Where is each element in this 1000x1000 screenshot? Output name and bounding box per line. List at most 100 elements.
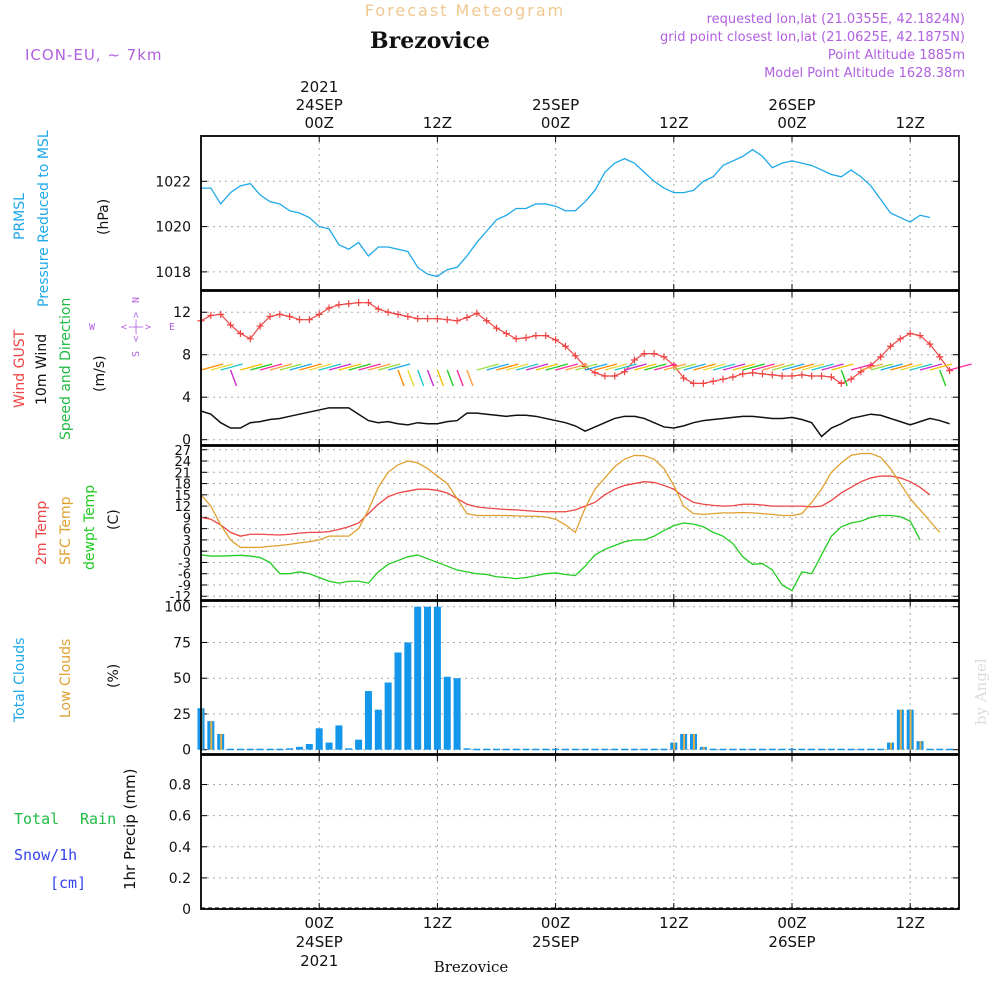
total-cloud-bar [778,748,786,751]
wind-arrow [299,363,322,371]
ytick-label-2-13: 27 [174,444,191,459]
date-label-top: 26SEP [768,96,815,114]
wind-arrow [732,363,756,371]
gust-marker [650,350,658,358]
wind-arrow [880,363,903,371]
total-cloud-bar [542,748,550,751]
ytick-label-3-4: 100 [164,600,191,616]
ytick-label-4-0: 0 [182,902,191,918]
wind-direction-label: Speed and Direction [58,298,74,440]
compass-ns-arrows: <-|-> [131,312,142,342]
total-cloud-bar [768,748,776,751]
wind-arrow [811,363,834,371]
gust-marker [916,332,924,340]
total-cloud-bar [493,748,500,751]
gust-marker [424,315,432,323]
total-cloud-bar [877,748,885,751]
low-cloud-bar [692,733,695,750]
total-cloud-bar [286,748,294,750]
total-cloud-bar [808,748,816,751]
ytick-label-2-2: -6 [178,568,191,583]
time-label-top: 12Z [659,114,688,132]
low-cloud-bar [909,709,912,750]
total-cloud-bar [335,725,343,750]
wind-arrow [348,363,371,371]
wind-arrow [279,363,302,371]
panel-frame-3 [200,600,960,755]
ytick-label-2-8: 12 [174,500,191,515]
wind-compass: W E <-|-> N S <-|-> [89,297,175,357]
total-cloud-bar [758,748,766,751]
gust-marker [798,371,806,379]
total-cloud-bar [345,748,353,750]
gust-marker [246,335,254,343]
gust-marker [296,316,303,324]
gust-marker [660,353,668,361]
ytick-label-2-12: 24 [174,455,191,470]
gust-line [200,302,951,385]
gust-marker [896,335,904,343]
ytick-label-0-1: 1020 [155,220,191,236]
panel-frame-1 [200,290,960,446]
wind-arrow [358,363,381,371]
wind-arrow [496,363,519,371]
gust-marker [837,379,845,387]
low-cloud-bar [899,709,902,750]
total-cloud-bar [305,743,313,750]
total-cloud-bar [236,748,244,751]
wind-arrow [210,363,234,371]
wind-arrow [831,363,854,371]
gust-marker [877,353,885,361]
gust-marker [561,342,569,350]
ytick-label-2-9: 15 [174,489,191,504]
gust-marker [217,310,225,318]
total-cloud-bar [414,606,422,750]
gust-marker [502,329,510,337]
snow-unit-label: [cm] [50,874,86,892]
ytick-label-1-2: 8 [182,348,191,364]
time-label-bottom: 12Z [659,914,688,932]
model-altitude: Model Point Altitude 1628.38m [764,66,965,81]
product-title: Forecast Meteogram [365,1,565,20]
gust-marker [394,310,402,318]
gust-marker [936,353,944,361]
total-cloud-bar [325,742,333,750]
wind-arrow [250,363,273,371]
precip-unit: 1hr Precip (mm) [121,769,139,890]
gust-marker [729,373,737,381]
plot-area: 10181020102204812-12-9-6-303691215182124… [155,78,972,976]
location-title: Brezovice [370,28,490,54]
wind-arrow [338,363,362,371]
gust-marker [355,299,363,307]
total-cloud-bar [601,748,609,751]
total-cloud-bar [650,748,658,751]
ytick-label-4-4: 0.8 [169,778,191,794]
rain-label: Rain [80,810,116,828]
gust-marker [433,315,441,323]
dewpt-label: dewpt Temp [82,485,98,570]
ytick-label-2-1: -9 [178,579,191,594]
wind-arrow [240,363,263,371]
wind-arrow [584,363,608,371]
total-cloud-bar [739,748,747,751]
wind-arrow [850,363,874,371]
wind-arrow [269,363,293,371]
gust-marker [709,377,717,385]
total-cloud-bar [946,748,954,751]
pressure-label-1: PRMSL [12,193,28,240]
total-cloud-bar [227,748,235,751]
wind-arrow [525,363,549,371]
ytick-label-2-3: -3 [178,556,191,571]
total-cloud-bar [394,652,402,750]
gust-marker [680,374,688,382]
total-cloud-bar [837,748,845,751]
gust-marker [522,334,530,342]
wind-arrow [752,363,775,371]
year-label-bottom: 2021 [300,952,338,970]
total-cloud-bar [818,748,826,751]
temp2m-label: 2m Temp [34,501,50,565]
gust-marker [601,372,609,380]
wind-arrow [446,369,454,387]
wind-arrow [781,363,805,371]
wind-arrow [378,363,401,371]
